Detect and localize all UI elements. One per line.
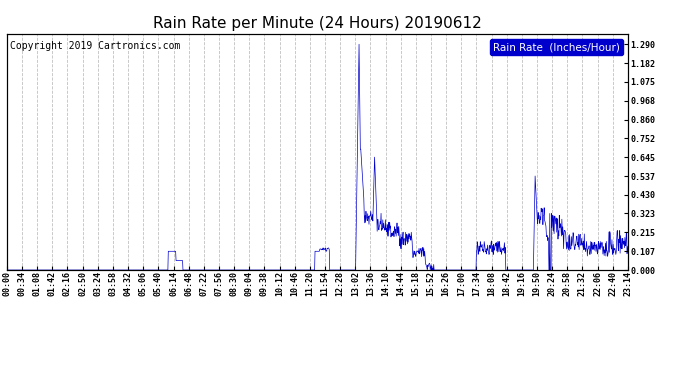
Text: Copyright 2019 Cartronics.com: Copyright 2019 Cartronics.com xyxy=(10,41,180,51)
Legend: Rain Rate  (Inches/Hour): Rain Rate (Inches/Hour) xyxy=(490,39,622,55)
Title: Rain Rate per Minute (24 Hours) 20190612: Rain Rate per Minute (24 Hours) 20190612 xyxy=(153,16,482,31)
